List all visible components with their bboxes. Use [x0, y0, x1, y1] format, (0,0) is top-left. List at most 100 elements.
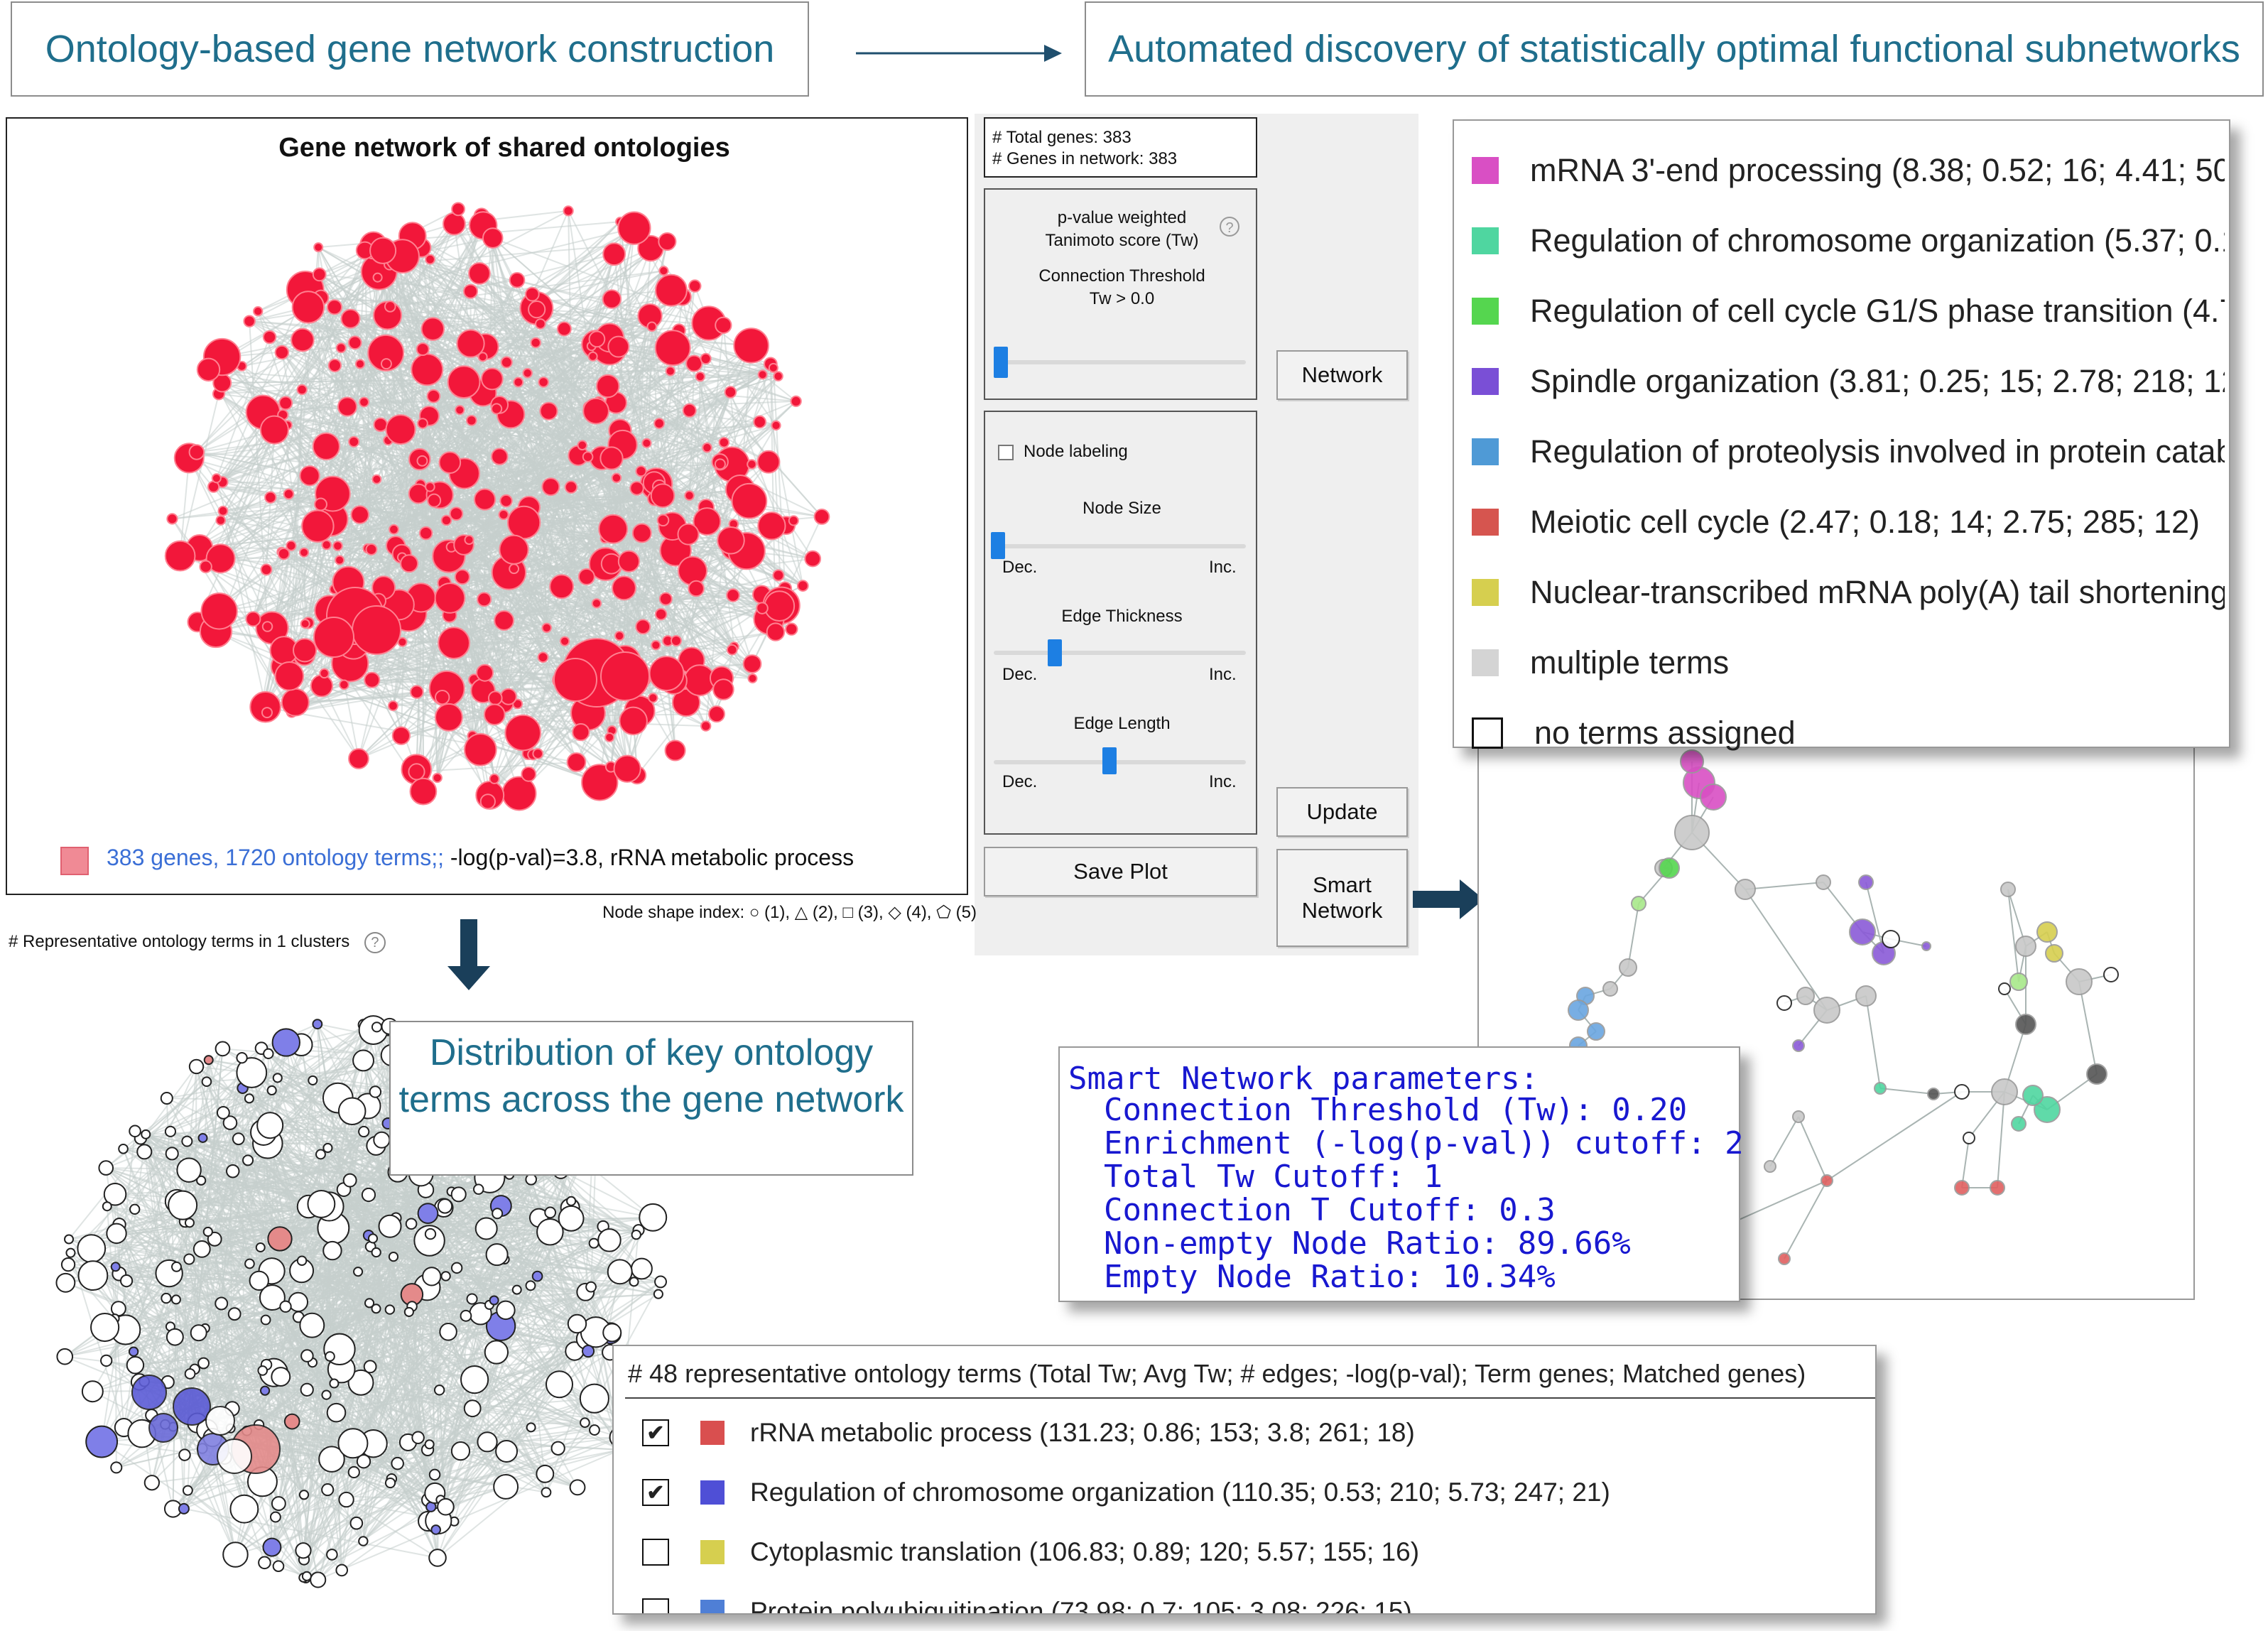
gene-node[interactable] [400, 554, 419, 573]
gene-node[interactable] [373, 417, 388, 433]
gene-node[interactable] [164, 1125, 177, 1137]
gene-node[interactable] [77, 1260, 109, 1291]
gene-node[interactable] [236, 1051, 248, 1064]
gene-node[interactable] [477, 352, 488, 362]
gene-node[interactable] [483, 703, 506, 726]
gene-node[interactable] [56, 1348, 74, 1365]
subnetwork-node[interactable] [1764, 1160, 1776, 1173]
gene-node[interactable] [560, 636, 570, 646]
gene-node[interactable] [629, 481, 644, 496]
subnetwork-node[interactable] [1954, 1180, 1970, 1196]
gene-node[interactable] [259, 415, 289, 445]
gene-node[interactable] [176, 1157, 202, 1183]
gene-node[interactable] [325, 1351, 335, 1362]
subnetwork-node[interactable] [1659, 857, 1680, 879]
gene-node[interactable] [274, 661, 305, 691]
gene-node[interactable] [757, 369, 768, 380]
gene-node[interactable] [756, 450, 781, 474]
update-button[interactable]: Update [1276, 787, 1408, 837]
gene-node[interactable] [596, 374, 620, 399]
gene-node[interactable] [587, 351, 598, 362]
gene-node[interactable] [408, 763, 425, 781]
gene-node[interactable] [196, 1175, 207, 1186]
gene-node[interactable] [463, 1399, 482, 1418]
gene-node[interactable] [535, 318, 546, 330]
gene-node[interactable] [528, 300, 546, 319]
subnetwork-node[interactable] [1674, 815, 1710, 850]
gene-node[interactable] [98, 1160, 114, 1176]
gene-node[interactable] [513, 376, 524, 388]
gene-node[interactable] [536, 1464, 555, 1483]
gene-node[interactable] [411, 353, 444, 386]
gene-node[interactable] [264, 491, 277, 504]
gene-node[interactable] [128, 1346, 139, 1357]
gene-node[interactable] [417, 1203, 439, 1225]
gene-node[interactable] [403, 1306, 414, 1317]
gene-node[interactable] [354, 359, 366, 369]
gene-node[interactable] [577, 568, 595, 585]
subnetwork-node[interactable] [2022, 1085, 2044, 1106]
gene-node[interactable] [525, 286, 540, 302]
gene-node[interactable] [369, 1085, 382, 1098]
gene-node[interactable] [712, 678, 734, 700]
edge-thickness-slider[interactable] [1048, 639, 1063, 666]
gene-node[interactable] [731, 482, 768, 519]
gene-node[interactable] [489, 774, 500, 784]
gene-node[interactable] [296, 1255, 308, 1267]
gene-node[interactable] [106, 1223, 127, 1245]
gene-node[interactable] [184, 1218, 195, 1228]
gene-node[interactable] [438, 451, 462, 474]
gene-node[interactable] [579, 1383, 609, 1414]
gene-node[interactable] [173, 1387, 211, 1426]
gene-node[interactable] [538, 376, 549, 388]
gene-node[interactable] [188, 1058, 205, 1075]
gene-node[interactable] [804, 550, 822, 568]
gene-node[interactable] [702, 442, 712, 453]
gene-node[interactable] [245, 611, 261, 627]
subnetwork-node[interactable] [1855, 985, 1877, 1007]
gene-node[interactable] [646, 321, 658, 332]
gene-node[interactable] [772, 569, 785, 582]
gene-node[interactable] [629, 1277, 639, 1287]
gene-node[interactable] [103, 1182, 127, 1206]
gene-node[interactable] [654, 330, 691, 367]
gene-node[interactable] [347, 335, 362, 350]
gene-node[interactable] [321, 1389, 332, 1400]
gene-node[interactable] [424, 1228, 437, 1240]
gene-node[interactable] [545, 1370, 574, 1399]
gene-node[interactable] [564, 480, 578, 494]
term-checkbox[interactable]: ✔ [642, 1419, 669, 1446]
gene-node[interactable] [581, 1345, 595, 1358]
gene-node[interactable] [491, 448, 509, 465]
gene-node[interactable] [599, 446, 624, 470]
gene-node[interactable] [487, 690, 503, 706]
subnetwork-node[interactable] [2009, 972, 2028, 991]
gene-node[interactable] [369, 237, 397, 264]
smart-network-button[interactable]: Smart Network [1276, 849, 1408, 947]
gene-node[interactable] [314, 497, 327, 511]
gene-node[interactable] [536, 1218, 564, 1246]
help-icon[interactable]: ? [364, 932, 386, 953]
gene-node[interactable] [313, 242, 324, 253]
gene-node[interactable] [658, 592, 673, 606]
term-checkbox[interactable] [642, 1598, 669, 1613]
gene-node[interactable] [256, 1112, 284, 1139]
gene-node[interactable] [363, 1360, 377, 1374]
gene-node[interactable] [371, 1247, 381, 1258]
gene-node[interactable] [385, 414, 416, 445]
gene-node[interactable] [509, 563, 520, 575]
subnetwork-node[interactable] [1954, 1084, 1970, 1100]
subnetwork-node[interactable] [1998, 982, 2011, 995]
gene-node[interactable] [148, 1413, 178, 1443]
gene-node[interactable] [602, 1323, 622, 1343]
gene-node[interactable] [504, 714, 542, 752]
gene-node[interactable] [165, 1147, 179, 1161]
gene-node[interactable] [678, 556, 708, 586]
gene-node[interactable] [261, 707, 273, 719]
gene-node[interactable] [313, 617, 354, 658]
gene-node[interactable] [484, 1340, 509, 1365]
subnetwork-node[interactable] [2045, 944, 2063, 963]
gene-node[interactable] [102, 1201, 112, 1212]
distribution-network-graph[interactable] [43, 995, 703, 1605]
gene-node[interactable] [466, 415, 477, 426]
